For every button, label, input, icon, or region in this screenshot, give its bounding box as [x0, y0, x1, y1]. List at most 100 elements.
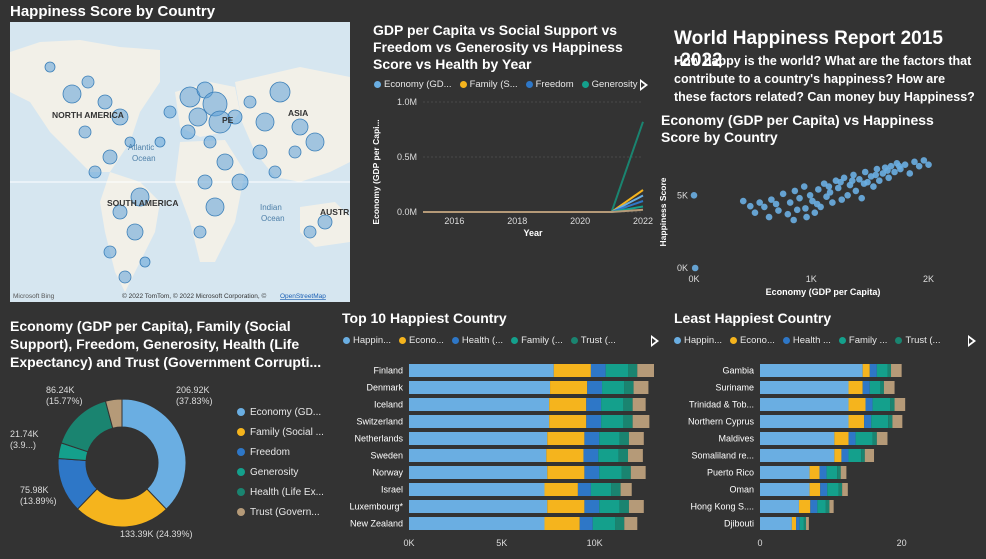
bar-segment: [599, 432, 620, 445]
bar-segment: [842, 483, 848, 496]
scatter-point: [815, 186, 822, 193]
map-bubble: [188, 107, 208, 127]
bar-segment: [796, 517, 800, 530]
bar-category-label: Iceland: [374, 400, 403, 410]
donut-legend-economy[interactable]: Economy (GD...: [237, 402, 324, 422]
bar-segment: [883, 381, 895, 394]
map-bubble: [112, 204, 128, 220]
bar-segment: [586, 415, 602, 428]
donut-legend-freedom[interactable]: Freedom: [237, 442, 324, 462]
least-title: Least Happiest Country: [674, 310, 832, 326]
map-bubble: [227, 109, 243, 125]
label-atlantic: Atlantic: [128, 143, 154, 152]
line-chart-legend: Economy (GD... Family (S... Freedom Gene…: [374, 79, 638, 90]
top10-legend-family[interactable]: Family (...: [511, 335, 563, 346]
bar-segment: [624, 517, 638, 530]
label-indian: Indian: [260, 203, 282, 212]
least-chart: 0 20 Gambia Suriname Trinidad & Tob... Northe…: [688, 364, 907, 548]
bar-segment: [630, 466, 646, 479]
map-bubble: [203, 135, 217, 149]
legend-item-freedom[interactable]: Freedom: [525, 79, 574, 90]
bar-segment: [409, 415, 550, 428]
least-legend-trust[interactable]: Trust (...: [895, 335, 940, 346]
bar-segment: [602, 381, 625, 394]
donut-value-label: 21.74K: [10, 429, 39, 439]
scatter-point: [837, 178, 844, 186]
bar-segment: [825, 500, 830, 513]
donut-legend-family[interactable]: Family (Social ...: [237, 422, 324, 442]
bar-segment: [880, 381, 884, 394]
map-bubble: [288, 145, 302, 159]
bar-category-label: Norway: [372, 468, 403, 478]
line-legend-next-icon[interactable]: [640, 79, 648, 91]
top10-legend-trust[interactable]: Trust (...: [570, 335, 616, 346]
label-north-america: NORTH AMERICA: [52, 110, 124, 120]
line-series: [423, 189, 644, 213]
map-bubble: [102, 149, 118, 165]
line-chart-title: GDP per Capita vs Social Support vs Free…: [373, 22, 623, 72]
bar-segment: [809, 466, 820, 479]
bar-segment: [549, 415, 587, 428]
report-description: How happy is the world? What are the fac…: [674, 54, 975, 104]
donut-pct-label: (37.83%): [176, 396, 213, 406]
map-bubble: [124, 136, 136, 148]
bar-segment: [869, 364, 877, 377]
scatter-point: [858, 194, 865, 202]
map-bubble: [205, 197, 225, 217]
scatter-point: [813, 200, 821, 208]
bar-segment: [865, 398, 873, 411]
donut-title: Economy (GDP per Capita), Family (Social…: [10, 318, 322, 370]
least-legend-happiness[interactable]: Happin...: [674, 335, 722, 346]
donut-legend-generosity[interactable]: Generosity: [237, 462, 324, 482]
map-attribution: © 2022 TomTom, © 2022 Microsoft Corporat…: [122, 292, 267, 300]
bar-x-tick: 0K: [403, 538, 414, 548]
line-series: [423, 194, 644, 213]
bar-segment: [809, 483, 821, 496]
donut-legend-trust[interactable]: Trust (Govern...: [237, 502, 324, 522]
scatter-point: [901, 161, 909, 169]
least-legend-family[interactable]: Family ...: [838, 335, 887, 346]
legend-item-generosity[interactable]: Generosity: [581, 79, 638, 90]
top10-legend-economy[interactable]: Econo...: [399, 335, 444, 346]
label-ocean-2: Ocean: [261, 214, 285, 223]
scatter-point: [849, 177, 856, 185]
scatter-point: [761, 203, 768, 211]
least-legend-next-icon[interactable]: [968, 335, 976, 347]
bar-category-label: Sweden: [370, 451, 403, 461]
bar-segment: [623, 398, 633, 411]
top10-legend-health[interactable]: Health (...: [451, 335, 503, 346]
map-bubble: [126, 223, 144, 241]
scatter-point: [906, 170, 914, 177]
scatter-point: [925, 161, 932, 169]
scatter-point: [756, 199, 763, 206]
top10-legend-happiness[interactable]: Happin...: [343, 335, 391, 346]
scatter-point: [802, 205, 809, 212]
bar-segment: [876, 432, 888, 445]
bar-category-label: Switzerland: [356, 417, 403, 427]
scatter-point: [872, 171, 880, 179]
bar-category-label: Netherlands: [354, 434, 403, 444]
bar-segment: [862, 364, 870, 377]
scatter-point: [884, 167, 891, 174]
bar-segment: [611, 483, 621, 496]
top10-legend-next-icon[interactable]: [651, 335, 659, 347]
bar-segment: [760, 500, 799, 513]
legend-item-economy[interactable]: Economy (GD...: [374, 79, 452, 90]
least-legend-economy[interactable]: Econo...: [730, 335, 775, 346]
happiness-map[interactable]: NORTH AMERICA SOUTH AMERICA PE ASIA Atla…: [10, 22, 350, 302]
bar-segment: [826, 466, 838, 479]
least-legend-health[interactable]: Health ...: [782, 335, 831, 346]
bar-segment: [628, 364, 638, 377]
scatter-point: [790, 216, 797, 224]
bar-category-label: Suriname: [715, 383, 754, 393]
donut-legend-health[interactable]: Health (Life Ex...: [237, 482, 324, 502]
osm-link[interactable]: OpenStreetMap: [280, 293, 326, 300]
scatter-point: [796, 194, 803, 202]
label-ocean-1: Ocean: [132, 154, 156, 163]
line-x-tick: 2020: [570, 216, 590, 226]
legend-item-family[interactable]: Family (S...: [459, 79, 518, 90]
bar-segment: [799, 517, 804, 530]
scatter-point: [784, 210, 792, 218]
scatter-point: [852, 187, 860, 195]
scatter-point: [885, 174, 892, 182]
